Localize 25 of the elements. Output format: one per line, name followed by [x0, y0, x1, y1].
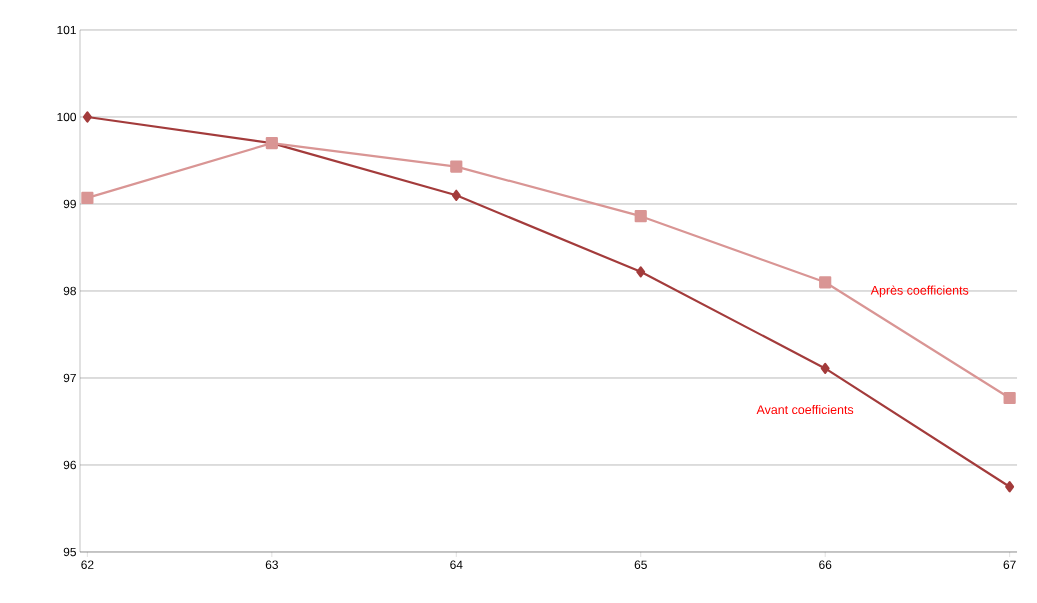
- point: [450, 160, 463, 173]
- point: [634, 210, 647, 223]
- point: [1003, 391, 1016, 405]
- point: [1005, 481, 1015, 493]
- y-tick-label: 101: [57, 25, 76, 35]
- point: [820, 362, 830, 375]
- point: [82, 111, 92, 123]
- x-tick-label: 65: [634, 560, 647, 569]
- y-tick-label: 96: [63, 460, 76, 470]
- y-tick-label: 98: [63, 286, 76, 296]
- y-tick-label: 97: [63, 373, 76, 383]
- point: [81, 191, 94, 204]
- y-tick-label: 99: [63, 199, 76, 209]
- x-tick-label: 67: [1003, 560, 1016, 569]
- y-tick-label: 95: [63, 547, 76, 557]
- x-tick-label: 62: [81, 560, 94, 569]
- x-tick-label: 63: [265, 560, 278, 569]
- x-tick-label: 64: [450, 560, 463, 569]
- point: [636, 266, 646, 278]
- x-tick-label: 66: [819, 560, 832, 569]
- series-label: Après coefficients: [870, 285, 969, 298]
- point: [819, 276, 832, 289]
- series-label: Avant coefficients: [756, 404, 854, 415]
- point: [451, 189, 461, 201]
- y-tick-label: 100: [57, 112, 77, 122]
